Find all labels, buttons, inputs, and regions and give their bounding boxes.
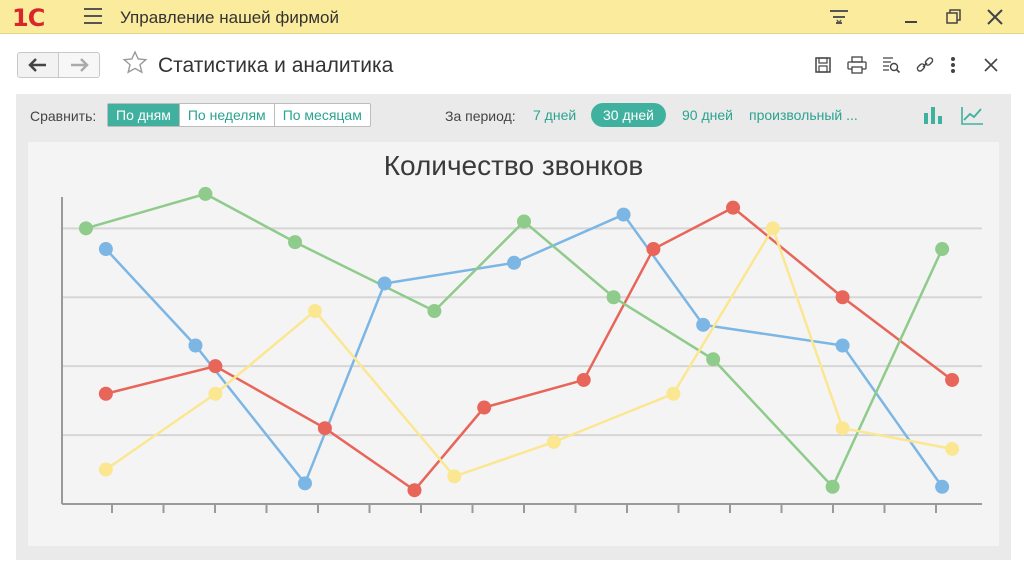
minimize-icon[interactable] [898,4,924,30]
period-custom[interactable]: произвольный ... [749,107,858,123]
data-point-yellow [307,304,322,319]
data-point-green [825,479,840,494]
data-point-green [706,352,721,367]
link-icon[interactable] [914,54,936,76]
arrow-left-icon [28,58,46,72]
compare-label: Сравнить: [30,108,97,124]
data-point-yellow [208,386,223,401]
data-point-blue [98,242,113,257]
period-7-days[interactable]: 7 дней [533,107,577,123]
arrow-right-icon [71,58,89,72]
data-point-red [317,421,332,436]
data-point-green [427,304,442,319]
data-point-red [835,290,850,305]
data-point-blue [188,338,203,353]
save-icon[interactable] [812,54,834,76]
data-point-yellow [98,462,113,477]
data-point-red [208,359,223,374]
form-toolbar: Статистика и аналитика [0,40,1024,90]
data-point-blue [507,255,522,270]
menu-icon[interactable] [84,8,102,24]
window-titlebar: 1С Управление нашей фирмой [0,0,1024,34]
data-point-green [606,290,621,305]
data-point-red [477,400,492,415]
chart-title: Количество звонков [383,150,644,181]
data-point-red [576,372,591,387]
data-point-blue [616,207,631,222]
data-point-yellow [945,441,960,456]
data-point-green [198,186,213,201]
back-button[interactable] [17,52,59,78]
favorite-star-icon[interactable] [122,50,148,81]
compare-option-weeks[interactable]: По неделям [180,104,275,126]
data-point-yellow [765,221,780,236]
data-point-red [646,242,661,257]
restore-icon[interactable] [940,4,966,30]
data-point-blue [835,338,850,353]
period-30-days[interactable]: 30 дней [591,103,666,127]
data-point-red [945,372,960,387]
data-point-blue [696,317,711,332]
data-point-red [407,483,422,498]
app-logo: 1С [12,4,45,32]
compare-option-months[interactable]: По месяцам [282,107,362,123]
data-point-green [517,214,531,229]
data-point-yellow [835,421,850,436]
data-point-yellow [666,386,681,401]
data-point-blue [935,479,950,494]
compare-option-days[interactable]: По дням [108,104,180,126]
period-90-days[interactable]: 90 дней [682,107,733,123]
analytics-panel: Сравнить: По дням По неделям По месяцам … [16,94,1011,560]
close-form-icon[interactable] [980,54,1002,76]
data-point-green [935,242,950,257]
line-chart-icon[interactable] [960,104,984,126]
period-label: За период: [445,108,516,124]
preview-icon[interactable] [880,54,902,76]
bar-chart-icon[interactable] [922,104,946,126]
data-point-red [98,386,113,401]
more-options-icon[interactable] [942,54,964,76]
data-point-yellow [546,434,561,449]
series-line-yellow [105,225,953,478]
filter-bar: Сравнить: По дням По неделям По месяцам … [16,94,1011,138]
data-point-green [288,235,303,250]
forward-button[interactable] [58,52,100,78]
data-point-blue [297,476,312,491]
line-chart [61,186,982,513]
app-title: Управление нашей фирмой [120,8,339,27]
compare-segmented-control: По дням По неделям По месяцам [107,103,371,127]
chart-area: Количество звонков [28,142,999,546]
data-point-blue [377,276,392,291]
data-point-green [78,221,93,236]
data-point-yellow [447,469,462,484]
close-window-icon[interactable] [982,4,1008,30]
print-icon[interactable] [846,54,868,76]
data-point-red [726,200,741,215]
page-title: Статистика и аналитика [158,54,394,77]
filter-lines-icon[interactable] [826,4,852,30]
series-line-red [105,206,953,492]
